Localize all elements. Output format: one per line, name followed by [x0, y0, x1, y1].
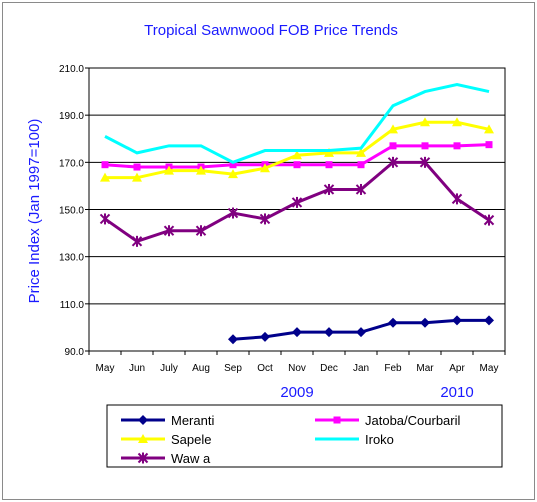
x-tick-label: Aug [192, 363, 210, 374]
data-point [260, 331, 270, 342]
y-tick-label: 110.0 [60, 300, 85, 311]
data-point [101, 161, 109, 169]
x-tick-label: Feb [384, 363, 402, 374]
legend-entries: Meranti Jatoba/Courbaril Sapele Iroko Waw a [121, 413, 460, 466]
legend-entry: Meranti [121, 413, 214, 428]
year-label: 2010 [440, 384, 473, 401]
data-point [420, 117, 430, 127]
legend-label: Waw a [171, 451, 211, 466]
data-point [453, 142, 461, 150]
series-sapele [100, 117, 494, 182]
data-point [227, 207, 239, 219]
x-tick-label: May [480, 363, 499, 374]
y-tick-label: 170.0 [59, 158, 84, 169]
data-point [324, 147, 334, 157]
legend-entry: Jatoba/Courbaril [315, 413, 460, 428]
data-point [485, 141, 493, 149]
data-point [228, 334, 238, 345]
data-point [389, 142, 397, 150]
x-tick-label: Dec [320, 363, 338, 374]
data-point [356, 147, 366, 157]
data-point [357, 161, 365, 169]
data-point [323, 183, 335, 195]
x-tick-label: July [160, 363, 178, 374]
data-point [355, 183, 367, 195]
data-point [259, 213, 271, 225]
data-point [388, 124, 398, 134]
data-point [138, 415, 148, 425]
data-point [163, 225, 175, 237]
year-label: 2009 [280, 384, 313, 401]
legend-label: Meranti [171, 413, 214, 428]
x-tick-label: Nov [288, 363, 306, 374]
data-point [229, 161, 237, 169]
data-point [132, 172, 142, 182]
data-point [196, 165, 206, 175]
legend-label: Jatoba/Courbaril [365, 413, 460, 428]
chart-title: Tropical Sawnwood FOB Price Trends [144, 22, 398, 39]
series-line [104, 82, 490, 164]
data-point [228, 169, 238, 179]
y-tick-label: 90.0 [65, 347, 85, 358]
legend-entry: Sapele [121, 432, 211, 447]
gridlines [89, 114, 505, 305]
x-tick-label: Jan [353, 363, 369, 374]
data-point [164, 165, 174, 175]
y-tick-label: 130.0 [59, 253, 84, 264]
data-point [484, 124, 494, 134]
legend [106, 404, 503, 468]
data-point [99, 213, 111, 225]
data-point [356, 327, 366, 338]
data-point [420, 317, 430, 328]
x-tick-label: Oct [257, 363, 273, 374]
y-tick-label: 150.0 [59, 206, 84, 217]
legend-entry: Waw a [121, 451, 211, 466]
x-tick-label: Apr [449, 363, 465, 374]
data-point [100, 172, 110, 182]
legend-label: Iroko [365, 432, 394, 447]
data-point [195, 225, 207, 237]
data-point [260, 163, 270, 173]
data-point [291, 196, 303, 208]
x-tick-label: Sep [224, 363, 242, 374]
data-point [131, 235, 143, 247]
data-point [325, 161, 333, 169]
data-point [138, 434, 148, 443]
data-point [452, 117, 462, 127]
series-wawa [99, 156, 495, 247]
data-point [451, 193, 463, 205]
data-point [452, 315, 462, 326]
data-point [293, 161, 301, 169]
data-point [292, 327, 302, 338]
legend-label: Sapele [171, 432, 211, 447]
legend-entry: Iroko [315, 432, 394, 447]
x-axis-ticks: May Jun July Aug Sep Oct Nov Dec Jan Feb Mar Apr May [88, 351, 506, 374]
data-point [387, 156, 399, 168]
data-point [483, 214, 495, 226]
y-tick-label: 210.0 [59, 64, 84, 75]
data-point [388, 317, 398, 328]
x-tick-label: Jun [129, 363, 145, 374]
data-point [137, 452, 149, 464]
series-iroko [104, 82, 490, 164]
data-point [421, 142, 429, 150]
data-point [333, 416, 341, 424]
line-chart: Tropical Sawnwood FOB Price Trends Price… [26, 22, 506, 468]
data-point [324, 327, 334, 338]
data-point [484, 315, 494, 326]
data-point [292, 150, 302, 160]
year-labels: 2009 2010 [280, 384, 473, 401]
y-tick-label: 190.0 [59, 111, 84, 122]
x-tick-label: May [96, 363, 115, 374]
data-point [133, 163, 141, 171]
data-point [419, 156, 431, 168]
series-lines [99, 82, 495, 345]
series-meranti [228, 315, 494, 345]
x-tick-label: Mar [416, 363, 434, 374]
y-axis-title: Price Index (Jan 1997=100) [26, 119, 43, 304]
y-axis-ticks: 90.0 110.0 130.0 150.0 170.0 190.0 210.0 [59, 64, 89, 358]
